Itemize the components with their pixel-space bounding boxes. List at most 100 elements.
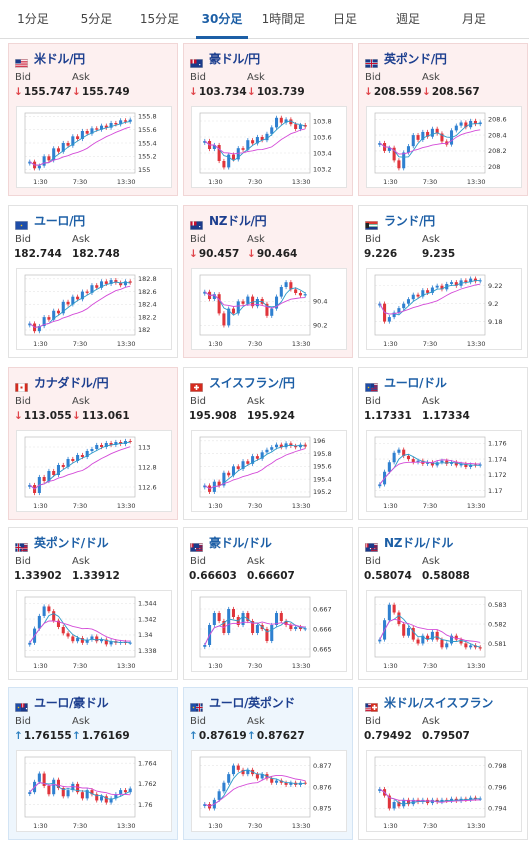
x-tick-label: 7:30 <box>73 178 88 186</box>
mini-chart[interactable]: 196 195.8 195.6 195.4 195.2 1:30 7:30 13:30 <box>191 430 347 512</box>
pair-name[interactable]: NZドル/円 <box>209 214 267 228</box>
mini-chart[interactable]: 182.8 182.6 182.4 182.2 182 1:30 7:30 13:30 <box>16 268 172 350</box>
pair-name[interactable]: ユーロ/ドル <box>384 376 447 390</box>
pair-name[interactable]: ユーロ/豪ドル <box>34 696 109 710</box>
pair-name[interactable]: 豪ドル/円 <box>209 52 260 66</box>
tab-1[interactable]: 5分足 <box>80 12 113 26</box>
pair-name[interactable]: スイスフラン/円 <box>209 376 295 390</box>
candle-body <box>104 125 108 128</box>
mini-chart[interactable]: 155.8 155.6 155.4 155.2 155 1:30 7:30 13:30 <box>16 106 172 188</box>
candle-body <box>231 609 236 617</box>
candle-body <box>445 460 449 464</box>
candle-body <box>114 794 118 799</box>
tab-3[interactable]: 30分足 <box>192 0 252 39</box>
tab-5[interactable]: 日足 <box>332 12 357 26</box>
long-ma-line <box>29 782 131 796</box>
plot-frame <box>24 274 136 336</box>
ask-value: ↑1.76169 <box>72 730 130 742</box>
mini-chart[interactable]: 1.176 1.174 1.172 1.17 1:30 7:30 13:30 <box>366 430 522 512</box>
candle-body <box>270 625 274 641</box>
tab-6[interactable]: 週足 <box>395 12 420 26</box>
bid-label: Bid <box>190 234 206 245</box>
rate-card[interactable]: 英ポンド/ドル Bid Ask 1.33902 1.33912 1.344 1.342 1.3… <box>8 527 178 680</box>
rate-card[interactable]: 英ポンド/円 Bid Ask ↓208.559 ↓208.567 208.6 208.4 20… <box>358 43 528 196</box>
y-tick-label: 0.665 <box>313 645 332 653</box>
long-ma-line <box>204 621 306 646</box>
pair-name[interactable]: カナダドル/円 <box>34 376 109 390</box>
mini-chart[interactable]: 113 112.8 112.6 1:30 7:30 13:30 <box>16 430 172 512</box>
rate-card[interactable]: スイスフラン/円 Bid Ask 195.908 195.924 196 195.8 195.… <box>183 367 353 520</box>
y-tick-label: 0.667 <box>313 605 332 613</box>
mini-chart[interactable]: 0.877 0.876 0.875 1:30 7:30 13:30 <box>191 750 347 832</box>
mini-chart[interactable]: 0.667 0.666 0.665 1:30 7:30 13:30 <box>191 590 347 672</box>
candle-body <box>397 612 401 625</box>
rate-card[interactable]: NZドル/円 Bid Ask ↓90.457 ↓90.464 90.4 90.2 1:30 7:… <box>183 205 353 358</box>
candle-body <box>416 639 420 644</box>
tab-7[interactable]: 月足 <box>461 12 486 26</box>
candle-body <box>255 137 259 144</box>
y-tick-label: 155.4 <box>138 139 157 147</box>
mini-chart[interactable]: 0.583 0.582 0.581 1:30 7:30 13:30 <box>366 590 522 672</box>
y-tick-label: 9.2 <box>488 300 498 308</box>
candle-body <box>28 792 32 794</box>
plot-frame <box>374 756 486 818</box>
candle-body <box>289 782 293 785</box>
candle-body <box>402 449 406 456</box>
candle-body <box>37 165 41 169</box>
bid-price: 113.055 <box>23 410 72 422</box>
mini-chart[interactable]: 1.764 1.762 1.76 1:30 7:30 13:30 <box>16 750 172 832</box>
rate-card[interactable]: ランド/円 Bid Ask 9.226 9.235 9.22 9.2 9.18 1:30 7:30… <box>358 205 528 358</box>
tab-4[interactable]: 1時間足 <box>261 12 306 26</box>
tab-2[interactable]: 15分足 <box>139 12 180 26</box>
pair-name[interactable]: 豪ドル/ドル <box>209 536 272 550</box>
rate-card[interactable]: ユーロ/円 Bid Ask 182.744 182.748 182.8 182.6 182.4… <box>8 205 178 358</box>
candle-body <box>128 119 132 122</box>
rate-card[interactable]: ユーロ/豪ドル Bid Ask ↑1.76155 ↑1.76169 1.764 1.762 1… <box>8 687 178 840</box>
rate-card[interactable]: ユーロ/ドル Bid Ask 1.17331 1.17334 1.176 1.174 1.17… <box>358 367 528 520</box>
y-tick-label: 196 <box>313 437 325 445</box>
flag-icon <box>15 537 28 552</box>
rate-card[interactable]: 豪ドル/ドル Bid Ask 0.66603 0.66607 0.667 0.666 0.66… <box>183 527 353 680</box>
mini-chart[interactable]: 0.798 0.796 0.794 1:30 7:30 13:30 <box>366 750 522 832</box>
rate-card[interactable]: ユーロ/英ポンド Bid Ask ↑0.87619 ↑0.87627 0.877 0.876… <box>183 687 353 840</box>
candle-body <box>279 780 283 783</box>
pair-name[interactable]: NZドル/ドル <box>384 536 454 550</box>
candle-body <box>90 128 94 134</box>
pair-name[interactable]: ユーロ/英ポンド <box>209 696 295 710</box>
bid-price: 0.58074 <box>364 570 412 582</box>
candle-body <box>246 140 250 150</box>
candle-body <box>274 444 279 448</box>
pair-name[interactable]: ランド/円 <box>384 214 435 228</box>
bid-label: Bid <box>190 72 206 83</box>
candle-body <box>402 152 406 169</box>
mini-chart[interactable]: 9.22 9.2 9.18 1:30 7:30 13:30 <box>366 268 522 350</box>
pair-name[interactable]: 米ドル/スイスフラン <box>384 696 494 710</box>
candle-body <box>426 290 430 293</box>
rate-card[interactable]: カナダドル/円 Bid Ask ↓113.055 ↓113.061 113 112.8 112… <box>8 367 178 520</box>
rate-card[interactable]: 豪ドル/円 Bid Ask ↓103.734 ↓103.739 103.8 103.6 103… <box>183 43 353 196</box>
mini-chart[interactable]: 1.344 1.342 1.34 1.338 1:30 7:30 13:30 <box>16 590 172 672</box>
down-arrow-icon: ↓ <box>247 248 256 260</box>
candle-body <box>303 782 307 784</box>
pair-name[interactable]: 米ドル/円 <box>34 52 85 66</box>
pair-name[interactable]: ユーロ/円 <box>34 214 85 228</box>
ask-price: 155.749 <box>81 86 130 98</box>
mini-chart[interactable]: 103.8 103.6 103.4 103.2 1:30 7:30 13:30 <box>191 106 347 188</box>
candle-body <box>236 466 240 469</box>
mini-chart[interactable]: 208.6 208.4 208.2 208 1:30 7:30 13:30 <box>366 106 522 188</box>
x-tick-label: 13:30 <box>467 340 486 348</box>
rate-card[interactable]: 米ドル/円 Bid Ask ↓155.747 ↓155.749 155.8 155.6 155… <box>8 43 178 196</box>
pair-name[interactable]: 英ポンド/ドル <box>34 536 109 550</box>
candle-body <box>212 145 216 149</box>
flag-icon <box>365 215 378 230</box>
rate-card[interactable]: 米ドル/スイスフラン Bid Ask 0.79492 0.79507 0.798 0.796… <box>358 687 528 840</box>
mini-chart[interactable]: 90.4 90.2 1:30 7:30 13:30 <box>191 268 347 350</box>
rate-card[interactable]: NZドル/ドル Bid Ask 0.58074 0.58088 0.583 0.582 0.5… <box>358 527 528 680</box>
tab-0[interactable]: 1分足 <box>17 12 49 26</box>
short-ma-line <box>379 123 481 158</box>
ask-value: 0.66607 <box>247 570 295 582</box>
pair-name[interactable]: 英ポンド/円 <box>384 52 447 66</box>
candle-body <box>114 280 118 283</box>
plot-frame <box>24 756 136 818</box>
plot-frame <box>24 596 136 658</box>
